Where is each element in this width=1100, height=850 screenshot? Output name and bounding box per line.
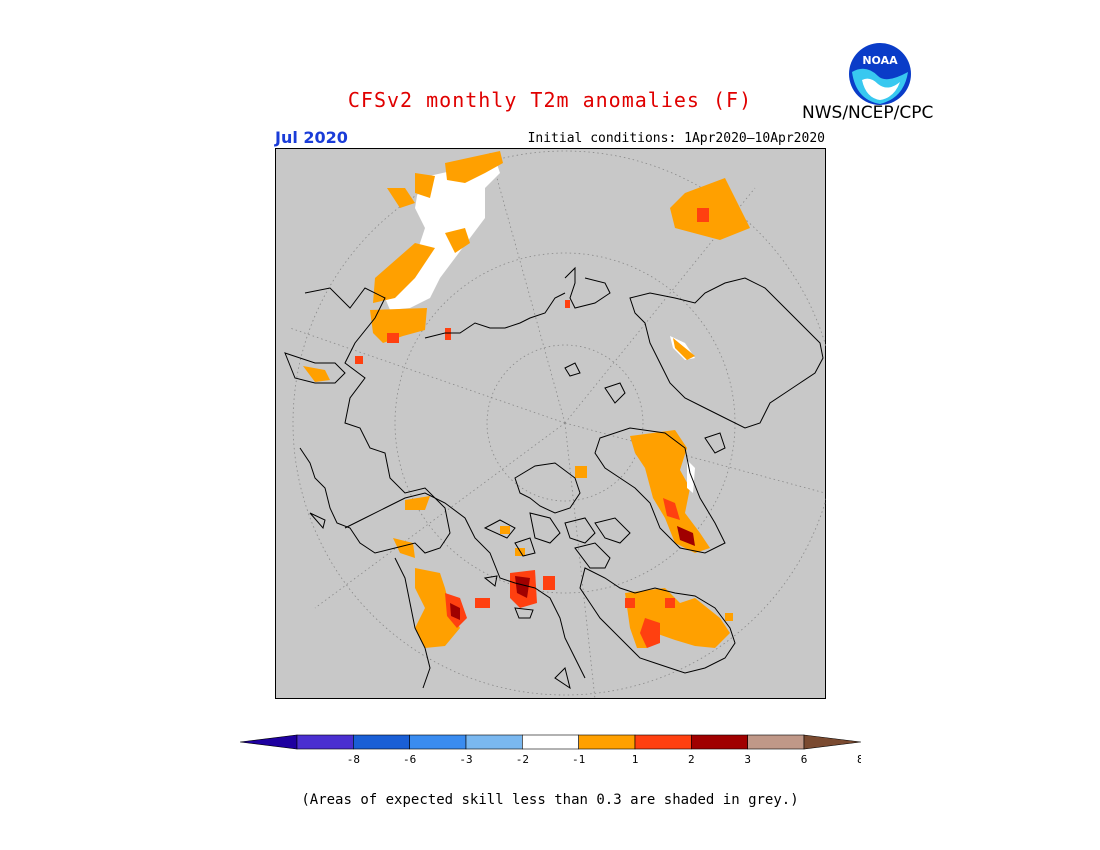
anomaly-cell-red xyxy=(665,598,675,608)
coastline-path xyxy=(594,427,726,554)
anomaly-cell-red xyxy=(445,328,451,340)
meridian-line xyxy=(564,422,596,699)
anomaly-cell-orange xyxy=(575,466,587,478)
map-background xyxy=(275,148,826,699)
coastline-path xyxy=(564,517,596,544)
colorbar-tick-labels: -8 -6 -3 -2 -1 1 2 3 6 8 xyxy=(347,753,861,766)
noaa-logo-text: NOAA xyxy=(862,54,898,67)
anomaly-region-orange xyxy=(673,338,695,360)
colorbar-swatch xyxy=(691,734,748,750)
colorbar-swatches xyxy=(240,734,861,750)
colorbar-swatch xyxy=(634,734,692,750)
colorbar-swatch xyxy=(465,734,523,750)
anomaly-region-darkred xyxy=(450,603,460,620)
colorbar-tick-label: -8 xyxy=(347,753,360,766)
anomaly-cell-red xyxy=(387,333,399,343)
coastlines xyxy=(284,266,824,690)
coastline-path xyxy=(564,266,611,309)
coastline-path xyxy=(483,575,498,587)
anomaly-region-orange xyxy=(630,430,710,553)
anomaly-region-darkred xyxy=(515,576,530,598)
meridian-line xyxy=(564,187,756,424)
colorbar-swatch xyxy=(747,734,805,750)
colorbar-tick-label: 6 xyxy=(801,753,808,766)
anomaly-region-orange xyxy=(393,538,415,558)
anomaly-region-darkred xyxy=(677,526,695,546)
colorbar-tick-label: 1 xyxy=(632,753,639,766)
anomaly-region-orange xyxy=(370,308,427,343)
anomaly-region-red xyxy=(640,618,660,648)
anomaly-cell-red xyxy=(355,356,363,364)
meridian-line xyxy=(489,152,566,424)
colorbar-swatch xyxy=(409,734,467,750)
colorbar-tick-label: -1 xyxy=(572,753,585,766)
anomaly-cell-orange xyxy=(500,526,510,534)
colorbar-tick-label: 3 xyxy=(744,753,751,766)
anomaly-region-orange xyxy=(303,366,330,382)
anomaly-region-orange xyxy=(445,151,503,183)
coastline-path xyxy=(284,352,346,384)
coastline-path xyxy=(394,557,431,689)
colorbar-swatch xyxy=(353,734,410,750)
forecast-month: Jul 2020 xyxy=(275,128,348,147)
coastline-path xyxy=(594,517,631,544)
meridian-line xyxy=(289,327,566,424)
anomaly-region-orange xyxy=(670,178,750,240)
anomaly-cell-orange xyxy=(725,613,733,621)
coastline-path xyxy=(514,607,534,619)
anomaly-region-orange xyxy=(415,173,435,198)
initial-conditions: Initial conditions: 1Apr2020–10Apr2020 xyxy=(527,131,825,146)
agency-label: NWS/NCEP/CPC xyxy=(802,103,934,123)
colorbar-swatch xyxy=(578,734,636,750)
chart-title: CFSv2 monthly T2m anomalies (F) xyxy=(347,88,753,112)
colorbar-tick-label: -2 xyxy=(516,753,529,766)
coastline-path xyxy=(554,667,571,690)
anomaly-cell-red xyxy=(565,300,570,308)
colorbar-tick-label: -3 xyxy=(459,753,472,766)
anomaly-shading xyxy=(303,151,750,648)
noaa-logo: NOAA xyxy=(849,43,911,105)
anomaly-region-orange xyxy=(373,243,435,303)
coastline-path xyxy=(309,512,326,530)
coastline-path xyxy=(629,277,824,429)
colorbar-tick-label: -6 xyxy=(403,753,416,766)
coastline-path xyxy=(344,492,586,679)
colorbar: -8 -6 -3 -2 -1 1 2 3 6 8 xyxy=(240,734,861,766)
coastline-path xyxy=(564,362,581,377)
coastline-path xyxy=(424,292,566,339)
anomaly-region-orange xyxy=(405,496,430,510)
latitude-circle-inner xyxy=(486,344,644,502)
anomaly-cell-red xyxy=(697,208,709,222)
colorbar-swatch xyxy=(522,734,579,750)
anomaly-cell-red xyxy=(543,576,555,590)
coastline-path xyxy=(704,432,726,454)
coastline-path xyxy=(529,512,561,544)
anomaly-cell-red xyxy=(625,598,635,608)
polar-anomaly-map xyxy=(275,148,826,699)
coastline-path xyxy=(299,287,451,554)
colorbar-arrow-low xyxy=(240,734,298,750)
skill-footnote: (Areas of expected skill less than 0.3 a… xyxy=(301,792,799,808)
anomaly-region-orange xyxy=(387,188,415,208)
anomaly-region-orange xyxy=(415,568,460,648)
anomaly-region-red xyxy=(663,498,680,520)
coastline-path xyxy=(514,462,581,514)
coastline-path xyxy=(483,519,516,539)
colorbar-tick-label: 2 xyxy=(688,753,695,766)
coastline-path xyxy=(579,567,736,674)
colorbar-arrow-high xyxy=(803,734,861,750)
coastline-path xyxy=(574,542,611,569)
colorbar-tick-label: 8 xyxy=(857,753,861,766)
anomaly-cell-red xyxy=(475,598,490,608)
coastline-path xyxy=(514,537,536,557)
colorbar-swatch xyxy=(296,734,354,750)
anomaly-region-orange xyxy=(445,228,470,253)
coastline-path xyxy=(604,382,626,404)
